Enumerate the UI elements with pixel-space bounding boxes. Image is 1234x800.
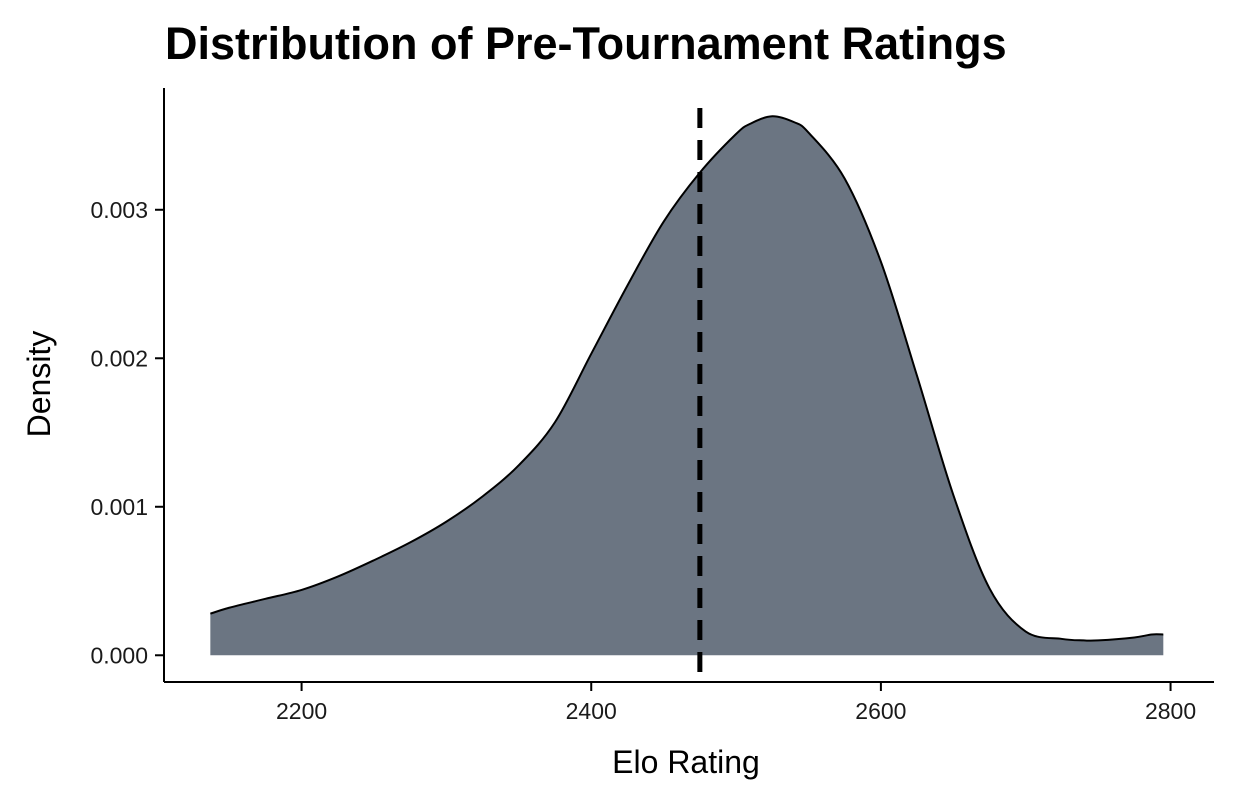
density-area xyxy=(210,116,1164,656)
x-tick-label: 2800 xyxy=(1145,698,1196,724)
y-tick-label: 0.001 xyxy=(90,494,148,520)
x-tick-label: 2400 xyxy=(566,698,617,724)
y-axis-title: Density xyxy=(21,331,57,438)
y-axis-ticks: 0.000 0.001 0.002 0.003 xyxy=(90,197,164,668)
x-tick-label: 2200 xyxy=(276,698,327,724)
x-tick-label: 2600 xyxy=(855,698,906,724)
x-axis-title: Elo Rating xyxy=(612,744,760,780)
x-axis-ticks: 2200 2400 2600 2800 xyxy=(276,682,1196,724)
chart-title: Distribution of Pre-Tournament Ratings xyxy=(165,18,1007,69)
y-tick-label: 0.002 xyxy=(90,345,148,371)
y-tick-label: 0.000 xyxy=(90,642,148,668)
plot-area xyxy=(210,108,1164,682)
density-curve xyxy=(210,115,1164,642)
y-tick-label: 0.003 xyxy=(90,197,148,223)
